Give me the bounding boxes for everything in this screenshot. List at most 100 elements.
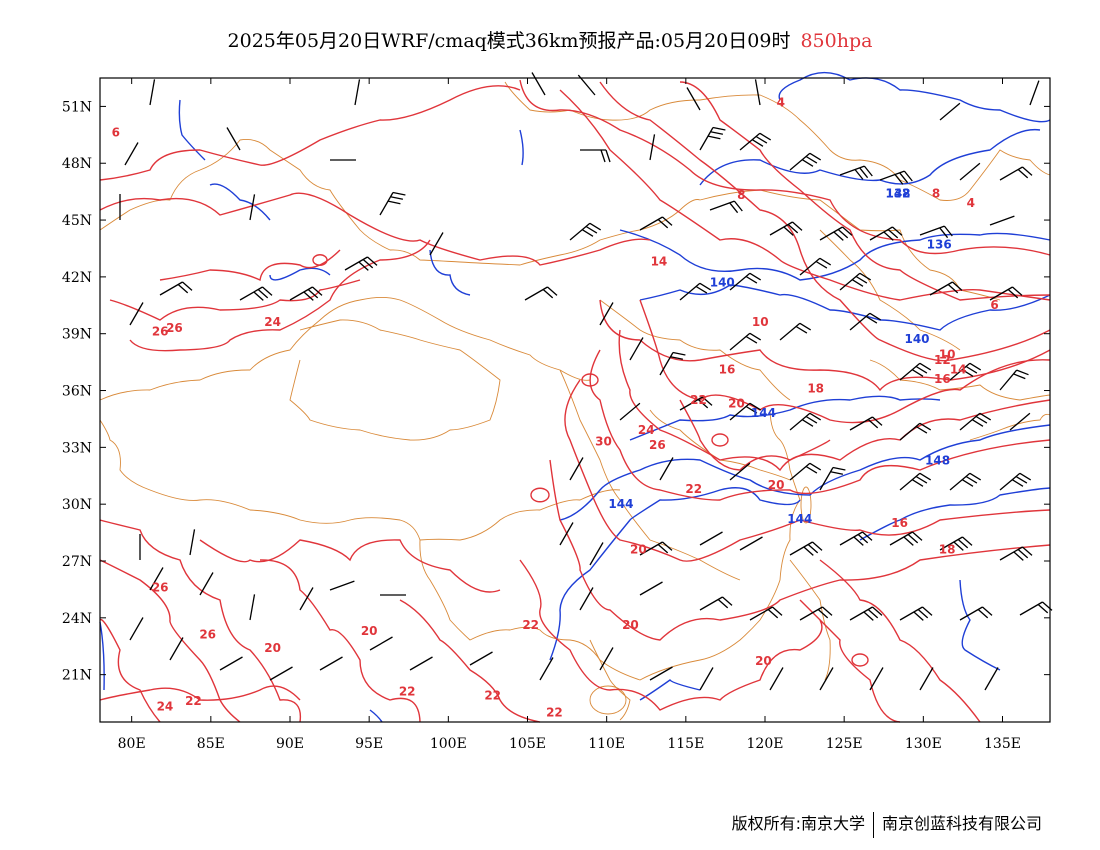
height-label: 144 (787, 512, 812, 526)
temperature-label: 16 (891, 516, 908, 530)
wind-barb (299, 587, 314, 611)
temperature-contour (519, 79, 1051, 256)
temperature-contour (559, 89, 1051, 301)
temperature-contour (679, 399, 831, 471)
temperature-label: 16 (934, 372, 951, 386)
island-outline (589, 685, 627, 715)
wind-barb (129, 617, 144, 641)
temperature-label: 26 (166, 321, 183, 335)
temperature-label: 14 (651, 255, 668, 269)
temperature-label: 10 (939, 347, 956, 361)
wind-barb (679, 282, 712, 301)
boundary-layer (99, 81, 1051, 721)
wind-barb (819, 466, 846, 491)
lon-tick-label: 135E (984, 736, 1021, 752)
boundary-line (504, 81, 1051, 201)
lon-tick-label: 115E (667, 736, 704, 752)
wind-barb (949, 362, 982, 381)
temperature-contour (679, 81, 1051, 301)
wind-barb (599, 647, 614, 671)
height-contour (859, 487, 1051, 541)
lat-tick-label: 30N (62, 497, 92, 513)
temperature-label: 12 (934, 353, 951, 367)
wind-barb (369, 636, 393, 651)
wind-barbs (119, 72, 1053, 691)
temperature-contour (129, 239, 431, 352)
temperature-label: 8 (737, 188, 745, 202)
wind-barb (789, 462, 822, 481)
wind-barb (999, 546, 1033, 561)
boundary-line (419, 489, 621, 541)
height-label: 140 (710, 275, 735, 289)
lat-tick-label: 42N (62, 270, 92, 286)
wind-barb (344, 256, 378, 271)
wind-barb (539, 657, 554, 681)
wind-barb (649, 666, 673, 681)
wind-barb (629, 337, 644, 361)
height-contour (559, 424, 1051, 521)
wind-barb (789, 412, 822, 431)
temperature-label: 4 (967, 196, 975, 210)
wind-barb (799, 257, 832, 276)
wind-barb (779, 322, 812, 341)
temperature-contour-closed (851, 653, 869, 667)
plot-background (100, 78, 1050, 722)
boundary-line (559, 369, 741, 581)
wind-barb (199, 572, 214, 596)
boundary-line (969, 413, 1051, 441)
temperature-contour (99, 559, 241, 723)
temperature-label: 8 (932, 186, 940, 200)
wind-barb (124, 142, 139, 166)
temperature-contour (109, 279, 361, 321)
wind-barb (789, 541, 823, 556)
wind-barb (929, 281, 963, 296)
wind-barb (569, 222, 602, 241)
temperature-label: 22 (690, 393, 707, 407)
wind-barb (619, 402, 641, 421)
height-contour (639, 284, 1051, 331)
height-label: 136 (927, 237, 952, 251)
wind-barb (429, 232, 444, 256)
lon-tick-label: 90E (276, 736, 304, 752)
wind-barb (729, 272, 762, 291)
temperature-label: 24 (157, 700, 174, 714)
temperature-label: 20 (622, 618, 639, 632)
wind-barb (869, 226, 903, 241)
temperature-label: 22 (546, 705, 563, 719)
boundary-line (789, 559, 831, 681)
temperature-label: 26 (152, 325, 169, 339)
wind-barb (639, 216, 673, 231)
temperature-label: 16 (719, 362, 736, 376)
lat-tick-label: 21N (62, 668, 92, 684)
lon-tick-label: 100E (430, 736, 467, 752)
lat-tick-label: 33N (62, 440, 92, 456)
wind-barb (819, 226, 853, 241)
wind-barb (524, 286, 558, 301)
wind-barb (989, 215, 1015, 226)
temperature-contour-closed (312, 254, 328, 266)
temperature-contour (259, 559, 421, 723)
temperature-label: 6 (112, 126, 120, 140)
wind-barb (899, 362, 932, 381)
wind-barb (949, 472, 982, 491)
height-contour (178, 99, 206, 161)
height-contour (519, 129, 524, 166)
wind-barb (531, 72, 546, 96)
wind-barb (984, 667, 999, 691)
wind-barb (269, 666, 293, 681)
axis-ticks: 80E 85E 90E 95E 100E 105E 110E 115E 120E 125E 130E… (62, 78, 1050, 752)
lat-tick-label: 48N (62, 156, 92, 172)
chart-title: 2025年05月20日WRF/cmaq模式36km预报产品:05月20日09时 8… (0, 26, 1100, 53)
wind-barb (354, 79, 361, 106)
wind-barb (699, 531, 723, 546)
temperature-label: 20 (728, 397, 745, 411)
wind-barb (889, 531, 923, 546)
wind-barb (959, 162, 981, 181)
height-contour (959, 579, 1001, 671)
temperature-contour-closed (711, 433, 729, 447)
wind-barb (579, 587, 594, 611)
temperature-contour (99, 192, 651, 266)
temperature-contour (519, 559, 823, 711)
wind-barb (919, 225, 953, 239)
